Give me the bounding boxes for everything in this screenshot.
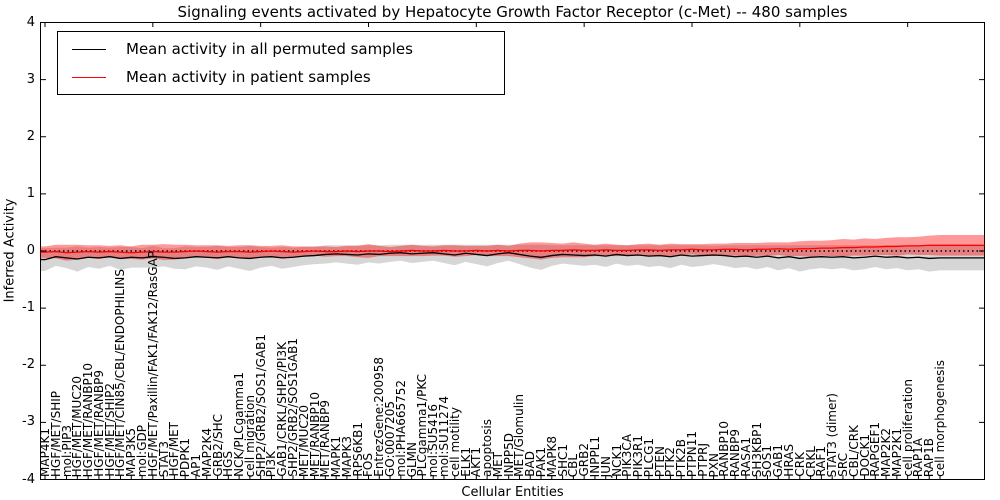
legend-line-red-icon [72,76,106,78]
legend-label-permuted: Mean activity in all permuted samples [126,40,413,58]
x-axis-label: Cellular Entities [461,485,564,500]
y-tick-label: 1 [26,185,35,201]
y-tick-label: 0 [26,243,35,258]
y-tick-label: -1 [22,300,35,316]
y-tick-label: 4 [26,14,35,30]
legend-item-patient: Mean activity in patient samples [72,63,496,91]
y-tick-label: -3 [22,414,35,430]
legend: Mean activity in all permuted samples Me… [57,31,505,95]
y-tick-label: 2 [26,128,35,144]
y-tick-label: 3 [26,71,35,87]
y-tick-label: -2 [22,357,35,373]
legend-line-black-icon [72,48,106,50]
legend-item-permuted: Mean activity in all permuted samples [72,35,496,63]
legend-label-patient: Mean activity in patient samples [126,68,371,86]
y-tick-label: -4 [22,471,35,487]
x-tick-label: cell morphogenesis [933,360,947,477]
chart-title: Signaling events activated by Hepatocyte… [177,3,848,21]
